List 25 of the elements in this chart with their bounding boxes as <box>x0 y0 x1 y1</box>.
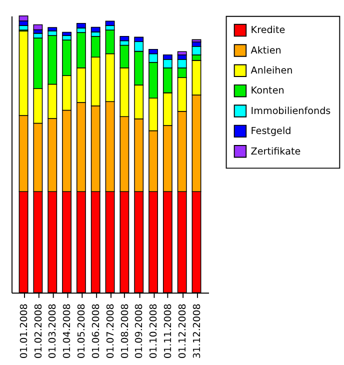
legend-label: Zertifikate <box>250 146 301 158</box>
legend-label: Kredite <box>250 25 286 36</box>
x-tick-label: 31.12.2008 <box>192 304 203 359</box>
bar <box>33 24 43 30</box>
bar <box>90 26 100 32</box>
x-tick-label: 01.05.2008 <box>76 304 88 359</box>
x-tick-label: 01.11.2008 <box>163 304 174 359</box>
x-tick-label: 01.03.2008 <box>48 304 59 359</box>
legend-label: Konten <box>250 86 284 97</box>
x-tick-label: 01.02.2008 <box>33 304 44 359</box>
legend-label: Anleihen <box>250 66 293 77</box>
x-tick-label: 01.07.2008 <box>105 304 116 359</box>
legend-label: Festgeld <box>250 126 292 138</box>
x-tick-label: 01.12.2008 <box>177 304 188 359</box>
x-tick-label: 01.06.2008 <box>90 304 102 359</box>
bar <box>120 36 130 42</box>
legend-label: Immobilienfonds <box>250 106 331 117</box>
legend-label: Aktien <box>250 45 282 56</box>
x-tick-label: 01.10.2008 <box>148 304 160 359</box>
bar <box>177 51 187 56</box>
x-tick-label: 01.01.2008 <box>18 304 30 359</box>
bar <box>192 39 202 42</box>
x-tick-label: 01.09.2008 <box>134 304 146 359</box>
x-tick-label: 01.04.2008 <box>62 304 74 359</box>
x-tick-label: 01.08.2008 <box>120 304 131 359</box>
